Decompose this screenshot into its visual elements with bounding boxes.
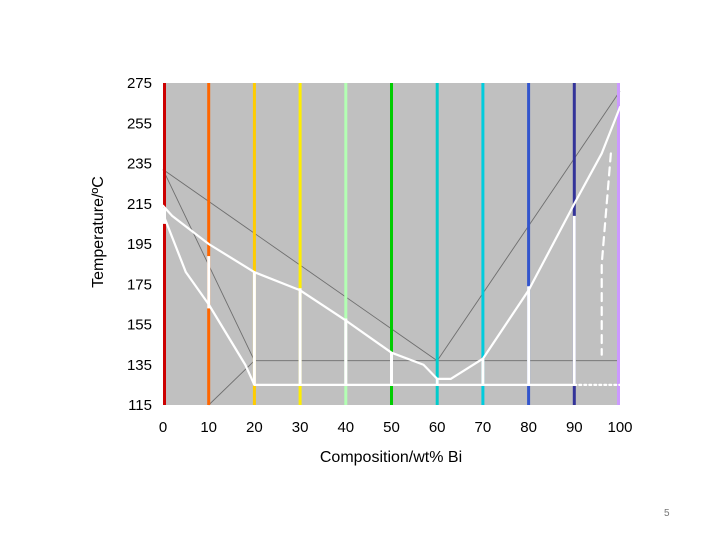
x-tick-label-2: 20 <box>246 419 263 436</box>
y-tick-label-2: 235 <box>127 156 152 173</box>
y-tick-label-4: 195 <box>127 236 152 253</box>
x-tick-label-0: 0 <box>159 419 167 436</box>
y-tick-label-1: 255 <box>127 115 152 132</box>
x-tick-label-7: 70 <box>475 419 492 436</box>
cooling-curves <box>163 83 620 405</box>
x-tick-label-6: 60 <box>429 419 446 436</box>
page-number: 5 <box>664 508 670 519</box>
traced-curve-solvus-right-dashed <box>600 152 612 356</box>
x-tick-label-8: 80 <box>520 419 537 436</box>
traced-curve-liquidus-left <box>161 204 439 380</box>
x-tick-label-3: 30 <box>292 419 309 436</box>
traced-curve-solidus-left <box>161 212 256 386</box>
y-tick-label-3: 215 <box>127 196 152 213</box>
y-tick-label-7: 135 <box>127 357 152 374</box>
x-tick-labels: 0 10 20 30 40 50 60 70 80 90 100 <box>159 419 633 436</box>
x-tick-label-4: 40 <box>337 419 354 436</box>
y-tick-label-5: 175 <box>127 276 152 293</box>
y-tick-label-8: 115 <box>128 397 152 414</box>
x-axis-title: Composition/wt% Bi <box>320 449 462 466</box>
x-tick-label-9: 90 <box>566 419 583 436</box>
traced-curves <box>161 106 622 386</box>
x-tick-label-5: 50 <box>383 419 400 436</box>
x-tick-label-1: 10 <box>200 419 217 436</box>
y-axis-title: Temperature/ºC <box>90 176 107 288</box>
y-tick-labels: 275 255 235 215 195 175 155 135 115 <box>127 75 152 414</box>
traced-curve-liquidus-right <box>436 106 622 380</box>
x-tick-label-10: 100 <box>607 419 632 436</box>
y-tick-label-6: 155 <box>127 317 152 334</box>
y-tick-label-0: 275 <box>127 75 152 92</box>
